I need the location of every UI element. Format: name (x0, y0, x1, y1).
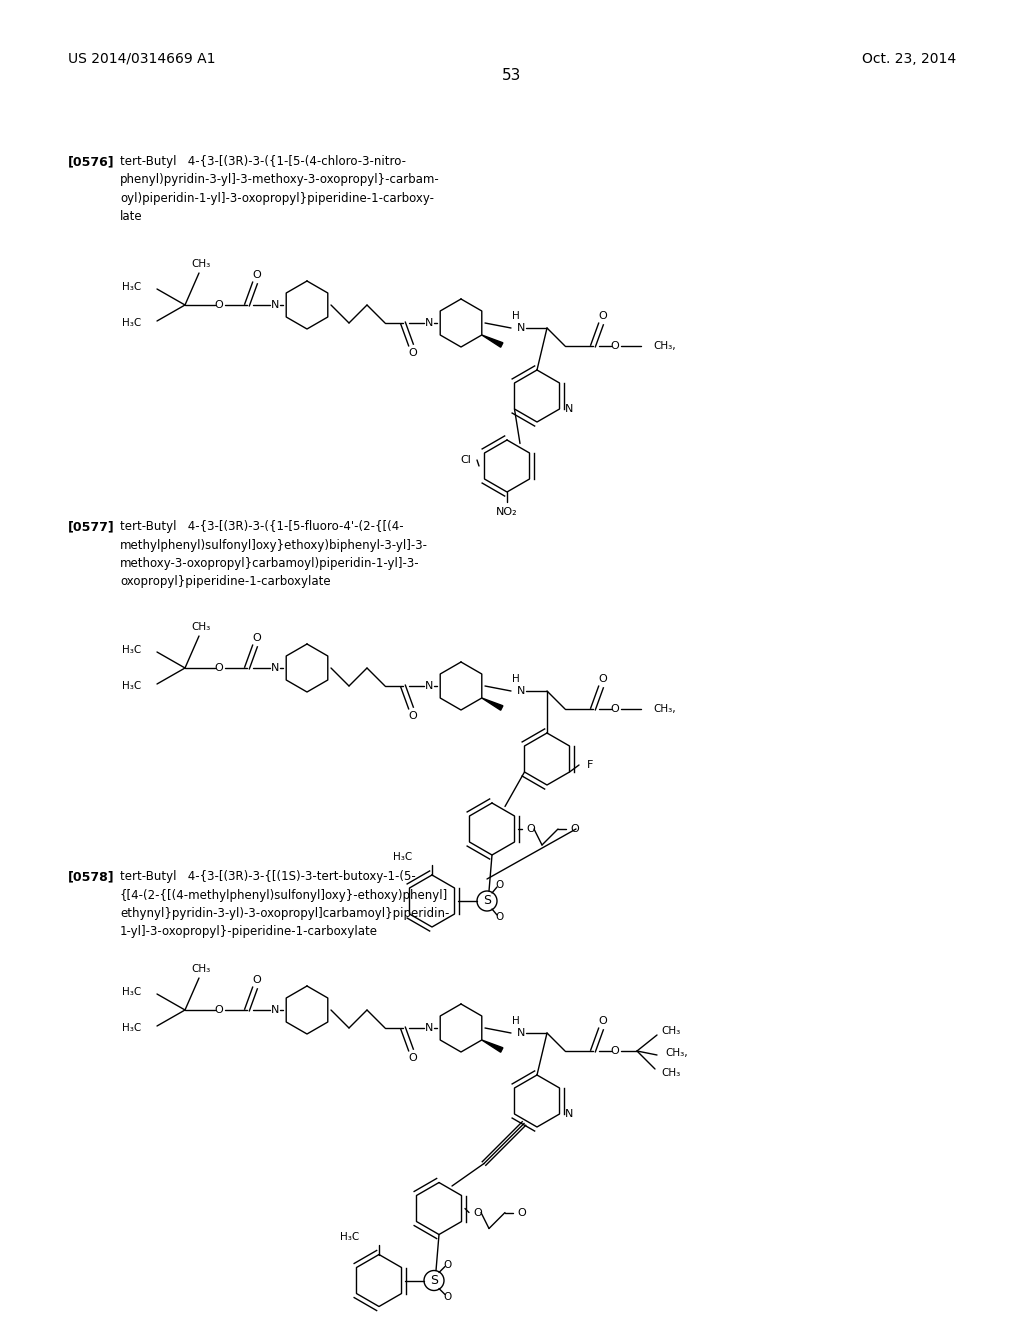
Text: H₃C: H₃C (340, 1232, 359, 1242)
Text: H₃C: H₃C (122, 681, 141, 690)
Text: O: O (599, 1016, 607, 1026)
Text: CH₃,: CH₃, (653, 341, 676, 351)
Text: H₃C: H₃C (122, 987, 141, 997)
Text: CH₃,: CH₃, (665, 1048, 688, 1059)
Text: O: O (443, 1291, 453, 1302)
Text: CH₃: CH₃ (191, 622, 211, 632)
Text: H₃C: H₃C (122, 282, 141, 292)
Polygon shape (481, 698, 503, 710)
Text: H: H (512, 675, 520, 684)
Text: tert-Butyl   4-{3-[(3R)-3-{[(1S)-3-tert-butoxy-1-(5-
{[4-(2-{[(4-methylphenyl)su: tert-Butyl 4-{3-[(3R)-3-{[(1S)-3-tert-bu… (120, 870, 450, 939)
Text: O: O (610, 341, 620, 351)
Polygon shape (481, 335, 503, 347)
Text: O: O (599, 675, 607, 684)
Text: O: O (599, 312, 607, 321)
Text: N: N (425, 681, 433, 690)
Text: O: O (570, 824, 579, 834)
Text: 53: 53 (503, 69, 521, 83)
Text: N: N (517, 686, 525, 696)
Text: N: N (425, 1023, 433, 1034)
Text: [0578]: [0578] (68, 870, 115, 883)
Text: O: O (253, 634, 261, 643)
Text: Cl: Cl (460, 455, 471, 465)
Text: F: F (587, 760, 593, 770)
Text: O: O (610, 704, 620, 714)
Text: tert-Butyl   4-{3-[(3R)-3-({1-[5-fluoro-4'-(2-{[(4-
methylphenyl)sulfonyl]oxy}et: tert-Butyl 4-{3-[(3R)-3-({1-[5-fluoro-4'… (120, 520, 428, 589)
Text: N: N (270, 300, 280, 310)
Text: tert-Butyl   4-{3-[(3R)-3-({1-[5-(4-chloro-3-nitro-
phenyl)pyridin-3-yl]-3-metho: tert-Butyl 4-{3-[(3R)-3-({1-[5-(4-chloro… (120, 154, 439, 223)
Text: O: O (443, 1259, 453, 1270)
Text: O: O (473, 1208, 481, 1217)
Text: O: O (409, 711, 418, 721)
Text: N: N (270, 663, 280, 673)
Text: [0576]: [0576] (68, 154, 115, 168)
Text: N: N (565, 404, 573, 414)
Text: O: O (610, 1045, 620, 1056)
Text: S: S (483, 895, 490, 908)
Text: O: O (253, 975, 261, 985)
Text: CH₃: CH₃ (662, 1026, 680, 1036)
Text: N: N (425, 318, 433, 327)
Text: O: O (526, 824, 535, 834)
Polygon shape (481, 1040, 503, 1052)
Text: O: O (517, 1208, 525, 1217)
Text: O: O (495, 880, 503, 890)
Text: H₃C: H₃C (393, 851, 412, 862)
Text: H₃C: H₃C (122, 318, 141, 327)
Text: O: O (253, 271, 261, 280)
Text: S: S (430, 1274, 438, 1287)
Text: CH₃: CH₃ (662, 1068, 680, 1078)
Text: H₃C: H₃C (122, 1023, 141, 1034)
Text: N: N (517, 323, 525, 333)
Text: Oct. 23, 2014: Oct. 23, 2014 (862, 51, 956, 66)
Text: N: N (517, 1028, 525, 1038)
Text: US 2014/0314669 A1: US 2014/0314669 A1 (68, 51, 215, 66)
Text: O: O (215, 300, 223, 310)
Text: O: O (409, 1053, 418, 1063)
Text: O: O (409, 348, 418, 358)
Text: H: H (512, 1016, 520, 1026)
Text: N: N (565, 1109, 573, 1119)
Text: H: H (512, 312, 520, 321)
Text: CH₃: CH₃ (191, 964, 211, 974)
Text: [0577]: [0577] (68, 520, 115, 533)
Text: N: N (270, 1005, 280, 1015)
Text: O: O (215, 663, 223, 673)
Text: O: O (495, 912, 503, 921)
Text: O: O (215, 1005, 223, 1015)
Text: CH₃: CH₃ (191, 259, 211, 269)
Text: CH₃,: CH₃, (653, 704, 676, 714)
Text: H₃C: H₃C (122, 645, 141, 655)
Text: NO₂: NO₂ (497, 507, 518, 517)
